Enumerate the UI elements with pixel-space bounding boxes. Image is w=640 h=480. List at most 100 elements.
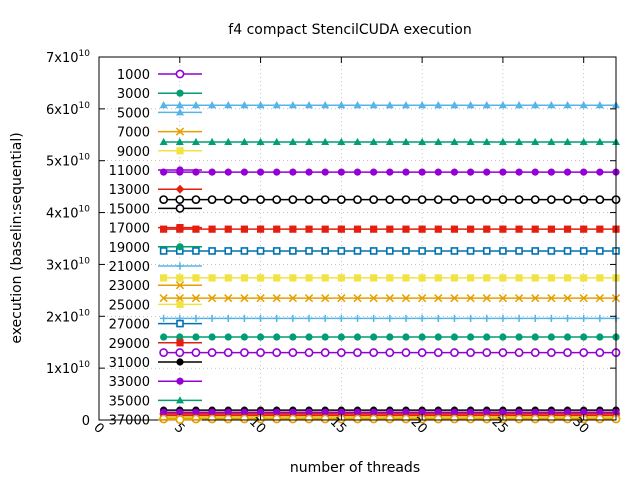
data-point-21000 — [515, 314, 523, 322]
data-point-5000 — [466, 101, 475, 109]
data-point-1000 — [336, 348, 346, 357]
data-point-1000 — [433, 348, 443, 357]
data-point-27000 — [482, 247, 491, 255]
data-point-27000 — [369, 247, 378, 255]
data-point-15000 — [450, 195, 459, 205]
legend-label: 37000 — [109, 414, 150, 429]
y-tick-label: 6x1010 — [46, 101, 90, 118]
legend-label: 5000 — [117, 106, 150, 121]
data-point-33000 — [289, 408, 297, 416]
data-point-37000 — [304, 414, 314, 424]
data-point-9000 — [563, 274, 572, 282]
data-point-5000 — [547, 101, 556, 109]
data-point-21000 — [224, 314, 232, 322]
data-point-9000 — [596, 274, 604, 282]
data-point-17000 — [531, 225, 539, 233]
series-layer — [159, 101, 621, 424]
data-point-33000 — [160, 408, 168, 416]
data-point-5000 — [288, 101, 297, 109]
data-point-37000 — [563, 414, 572, 424]
data-point-17000 — [240, 225, 249, 233]
data-point-1000 — [207, 348, 217, 357]
data-point-21000 — [192, 314, 200, 322]
legend-swatch-marker — [175, 203, 185, 213]
data-point-33000 — [466, 408, 475, 416]
data-point-17000 — [208, 225, 216, 233]
data-point-35000 — [595, 137, 604, 146]
data-point-33000 — [418, 408, 426, 416]
data-point-5000 — [579, 101, 588, 109]
data-point-7000 — [159, 294, 168, 303]
data-point-15000 — [240, 195, 249, 205]
data-point-7000 — [191, 294, 201, 303]
data-point-11000 — [337, 168, 345, 176]
data-point-1000 — [450, 348, 459, 357]
data-point-3000 — [450, 333, 459, 341]
data-point-9000 — [256, 274, 265, 282]
legend-swatch-marker — [175, 184, 185, 194]
data-point-3000 — [596, 333, 604, 341]
legend-item-23000: 23000 — [109, 279, 202, 294]
data-point-17000 — [192, 225, 200, 233]
data-point-9000 — [450, 274, 459, 282]
legend-label: 29000 — [109, 337, 150, 352]
legend-item-29000: 29000 — [109, 337, 202, 352]
data-point-3000 — [176, 333, 184, 341]
data-point-21000 — [337, 314, 345, 322]
data-point-5000 — [256, 101, 265, 109]
series-5000 — [159, 101, 620, 109]
data-point-37000 — [207, 414, 217, 424]
legend-label: 17000 — [109, 222, 150, 237]
data-point-37000 — [450, 414, 459, 424]
data-point-3000 — [337, 333, 345, 341]
data-point-1000 — [256, 348, 265, 357]
data-point-1000 — [159, 348, 169, 357]
data-point-21000 — [596, 314, 604, 322]
data-point-1000 — [320, 348, 330, 357]
data-point-35000 — [256, 137, 265, 146]
data-point-15000 — [223, 195, 233, 205]
legend-swatch-marker — [176, 243, 184, 251]
data-point-35000 — [321, 137, 330, 146]
data-point-37000 — [223, 414, 233, 424]
data-point-33000 — [273, 408, 281, 416]
data-point-7000 — [595, 294, 604, 303]
data-point-21000 — [418, 314, 426, 322]
data-point-21000 — [483, 314, 491, 322]
data-point-15000 — [304, 195, 314, 205]
legend-item-17000: 17000 — [109, 222, 202, 237]
legend: 1000 3000 5000 7000 9000 11000 13000 15000 17000… — [109, 68, 202, 429]
data-point-35000 — [547, 137, 556, 146]
data-point-15000 — [563, 195, 572, 205]
data-point-17000 — [353, 225, 362, 233]
series-33000 — [160, 408, 620, 416]
data-point-7000 — [563, 294, 572, 303]
data-point-3000 — [580, 333, 588, 341]
data-point-11000 — [418, 168, 426, 176]
data-point-17000 — [305, 225, 313, 233]
data-point-33000 — [563, 408, 572, 416]
data-point-15000 — [482, 195, 492, 205]
data-point-15000 — [385, 195, 395, 205]
data-point-9000 — [434, 274, 442, 282]
data-point-35000 — [175, 137, 184, 146]
data-point-15000 — [401, 195, 411, 205]
data-point-35000 — [418, 137, 427, 146]
data-point-5000 — [224, 101, 233, 109]
data-point-17000 — [434, 225, 442, 233]
legend-item-7000: 7000 — [117, 126, 202, 141]
legend-swatch-marker — [176, 377, 184, 385]
data-point-1000 — [353, 348, 362, 357]
data-point-21000 — [240, 314, 249, 322]
data-point-33000 — [256, 408, 265, 416]
data-point-37000 — [385, 414, 395, 424]
legend-label: 35000 — [109, 394, 150, 409]
data-point-37000 — [369, 414, 379, 424]
data-point-7000 — [401, 294, 411, 303]
data-point-7000 — [434, 294, 443, 303]
data-point-11000 — [240, 168, 249, 176]
data-point-1000 — [223, 348, 233, 357]
data-point-3000 — [305, 333, 313, 341]
data-point-9000 — [273, 274, 281, 282]
data-point-27000 — [272, 247, 281, 255]
